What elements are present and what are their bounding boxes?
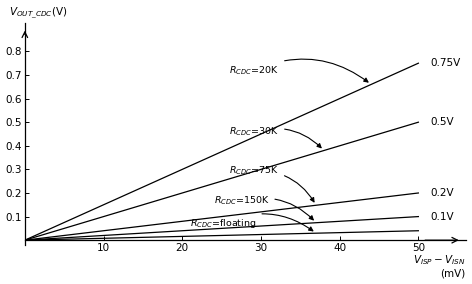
Text: 0.2V: 0.2V <box>430 188 454 198</box>
Text: 0.1V: 0.1V <box>430 212 454 222</box>
Text: $R_{CDC}$=floating: $R_{CDC}$=floating <box>190 214 313 231</box>
Text: $R_{CDC}$=75K: $R_{CDC}$=75K <box>229 164 314 202</box>
Text: $R_{CDC}$=150K: $R_{CDC}$=150K <box>214 195 313 220</box>
Text: 0.75V: 0.75V <box>430 58 460 68</box>
Text: 0.5V: 0.5V <box>430 117 454 127</box>
Text: $R_{CDC}$=30K: $R_{CDC}$=30K <box>229 125 321 148</box>
Text: $V_{OUT\_CDC}$(V): $V_{OUT\_CDC}$(V) <box>9 5 67 21</box>
Text: $R_{CDC}$=20K: $R_{CDC}$=20K <box>229 59 368 82</box>
Text: $V_{ISP} - V_{ISN}$
(mV): $V_{ISP} - V_{ISN}$ (mV) <box>413 253 465 279</box>
